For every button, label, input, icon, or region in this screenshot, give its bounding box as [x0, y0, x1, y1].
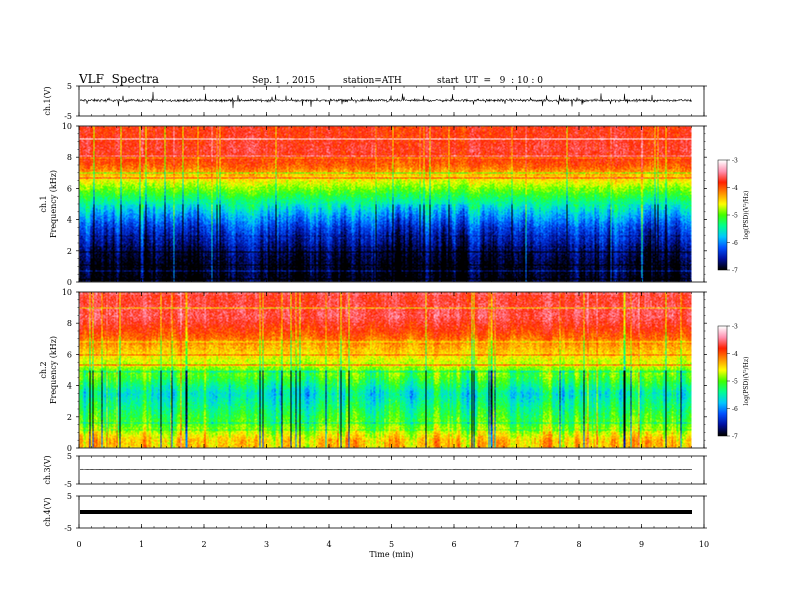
ch2-spectrogram-colorbar-label: log(PSD)(V²/Hz) [743, 357, 750, 406]
xtick-label: 6 [451, 540, 456, 549]
ch2-spectrogram-colorbar-tick-label: -5 [732, 379, 738, 386]
ch3-waveform-frame [78, 455, 705, 485]
ch1-spectrogram-image [79, 126, 692, 282]
ch1-waveform-ylabel: ch.1(V) [43, 86, 52, 115]
xtick-label: 0 [76, 540, 81, 549]
ch2-spectrogram-ytick-label: 6 [67, 350, 72, 359]
xtick-label: 4 [326, 540, 331, 549]
ch2-spectrogram-colorbar-tick-label: -3 [732, 324, 738, 331]
ch3-waveform-ylabel: ch.3(V) [43, 455, 52, 484]
ch2-spectrogram-ylabel: Frequency (kHz) [49, 336, 58, 404]
ch1-spectrogram-colorbar [718, 160, 727, 270]
xtick-label: 5 [389, 540, 394, 549]
ch2-spectrogram-ytick-label: 2 [67, 413, 72, 422]
ch4-waveform-ytick-label: 5 [67, 492, 72, 501]
ch1-spectrogram-ytick-label: 2 [67, 247, 72, 256]
station-label: station=ATH [343, 76, 402, 86]
ch1-spectrogram-colorbar-label: log(PSD)(V²/Hz) [743, 191, 750, 240]
x-axis-label: Time (min) [369, 550, 413, 559]
ch2-spectrogram-colorbar-tick-label: -6 [732, 406, 738, 413]
ch2-spectrogram-colorbar-tick-label: -4 [732, 351, 738, 358]
ch1-spectrogram-colorbar-tick-label: -3 [732, 158, 738, 165]
ch2-spectrogram-ytick-label: 8 [67, 319, 72, 328]
ch1-waveform-ytick-label: 5 [67, 82, 72, 91]
ch2-spectrogram-colorbar-tick-label: -7 [732, 434, 738, 441]
ch2-spectrogram-ytick-label: 0 [67, 444, 72, 453]
ch1-spectrogram-ytick-label: 10 [62, 122, 72, 131]
ch3-waveform-ytick-label: 5 [67, 452, 72, 461]
ch1-spectrogram-ytick-label: 0 [67, 278, 72, 287]
ch1-spectrogram-colorbar-tick-label: -5 [732, 213, 738, 220]
figure-title: VLF Spectra [79, 72, 160, 86]
xtick-label: 8 [576, 540, 581, 549]
ch2-spectrogram-colorbar [718, 326, 727, 436]
ch2-spectrogram-ytick-label: 4 [67, 382, 72, 391]
xtick-label: 2 [201, 540, 206, 549]
xtick-label: 7 [514, 540, 519, 549]
xtick-label: 9 [639, 540, 644, 549]
ch3-waveform-ytick-label: -5 [64, 480, 72, 489]
ch1-spectrogram-ylabel: Frequency (kHz) [49, 170, 58, 238]
ch1-spectrogram-ytick-label: 6 [67, 184, 72, 193]
ch1-spectrogram-colorbar-tick-label: -7 [732, 268, 738, 275]
ch2-spectrogram-ylabel: ch.2 [39, 361, 48, 378]
ch3-waveform-line [79, 468, 693, 471]
ch4-waveform-ytick-label: -5 [64, 524, 72, 533]
ch1-spectrogram-colorbar-tick-label: -6 [732, 240, 738, 247]
xtick-label: 10 [699, 540, 709, 549]
xtick-label: 1 [139, 540, 144, 549]
ch1-waveform-ytick-label: -5 [64, 112, 72, 121]
ch1-spectrogram-ylabel: ch.1 [39, 195, 48, 212]
ch1-spectrogram-ytick-label: 4 [67, 216, 72, 225]
start-time-label: start UT = 9 : 10 : 0 [437, 76, 543, 86]
ch1-spectrogram-colorbar-tick-label: -4 [732, 185, 738, 192]
date-label: Sep. 1 , 2015 [252, 76, 316, 86]
ch1-waveform-line [79, 91, 693, 109]
xtick-label: 3 [264, 540, 269, 549]
ch1-spectrogram-ytick-label: 8 [67, 153, 72, 162]
ch2-spectrogram-image [79, 292, 692, 448]
ch2-spectrogram-ytick-label: 10 [62, 288, 72, 297]
ch4-waveform-ylabel: ch.4(V) [43, 497, 52, 526]
